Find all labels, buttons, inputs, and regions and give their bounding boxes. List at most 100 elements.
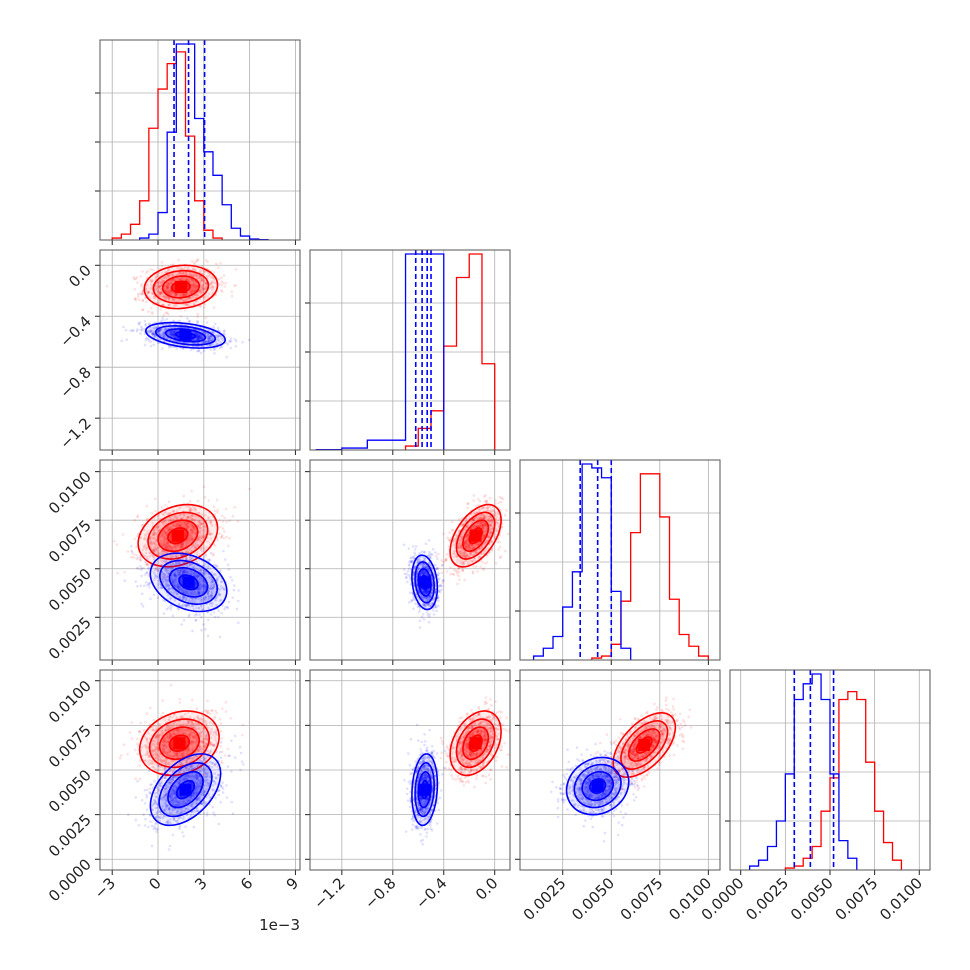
sample-point: [167, 323, 170, 326]
sample-point: [159, 292, 163, 295]
sample-point: [197, 335, 200, 338]
sample-point: [184, 299, 187, 302]
sample-point: [162, 334, 165, 337]
sample-point: [226, 605, 229, 609]
sample-point: [166, 281, 170, 285]
sample-point: [182, 271, 186, 275]
sample-point: [207, 337, 210, 341]
sample-point: [191, 278, 194, 282]
sample-point: [191, 338, 195, 342]
sample-point: [193, 289, 197, 292]
sample-point: [418, 610, 421, 614]
sample-point: [166, 286, 169, 290]
sample-point: [168, 512, 171, 515]
sample-point: [177, 277, 180, 281]
sample-point: [199, 279, 202, 282]
sample-point: [220, 535, 223, 538]
sample-point: [158, 281, 162, 284]
sample-point: [208, 336, 212, 340]
sample-point: [210, 285, 214, 288]
sample-point: [170, 291, 173, 295]
sample-point: [135, 276, 139, 279]
sample-point: [200, 288, 204, 292]
sample-point: [185, 303, 188, 307]
sample-point: [185, 527, 189, 530]
sample-point: [428, 550, 431, 554]
sample-point: [159, 287, 162, 291]
sample-point: [197, 338, 200, 341]
sample-point: [170, 333, 174, 337]
sample-point: [220, 280, 224, 283]
sample-point: [154, 275, 158, 279]
sample-point: [195, 334, 199, 337]
sample-point: [120, 339, 123, 343]
sample-point: [207, 529, 211, 533]
sample-point: [171, 614, 175, 617]
sample-point: [172, 278, 176, 281]
sample-point: [456, 572, 459, 576]
sample-point: [181, 347, 185, 350]
sample-point: [197, 337, 200, 341]
sample-point: [132, 276, 136, 279]
sample-point: [205, 285, 208, 289]
sample-point: [175, 525, 178, 528]
sample-point: [167, 290, 170, 294]
sample-point: [164, 311, 168, 315]
sample-point: [165, 571, 169, 574]
sample-point: [179, 513, 182, 516]
sample-point: [248, 487, 251, 491]
sample-point: [170, 331, 173, 334]
sample-point: [141, 290, 145, 294]
sample-point: [189, 348, 193, 352]
sample-point: [184, 292, 188, 296]
sample-point: [203, 270, 207, 274]
sample-point: [216, 511, 219, 514]
histogram-p0: [95, 39, 301, 245]
panel-frame: [519, 459, 721, 661]
sample-point: [170, 332, 173, 336]
sample-point: [168, 526, 172, 529]
sample-point: [145, 336, 148, 340]
sample-point: [145, 562, 149, 565]
sample-point: [481, 560, 484, 564]
sample-point: [172, 334, 175, 337]
sample-point: [225, 355, 228, 359]
sample-point: [193, 284, 196, 288]
sample-point: [141, 308, 145, 311]
sample-point: [169, 280, 173, 283]
sample-point: [144, 288, 148, 291]
sample-point: [233, 338, 237, 341]
sample-point: [166, 287, 169, 291]
sample-point: [198, 277, 201, 280]
sample-point: [139, 559, 142, 562]
sample-point: [222, 536, 226, 540]
sample-point: [199, 269, 202, 272]
sample-point: [149, 306, 153, 310]
sample-point: [157, 514, 160, 517]
sample-point: [155, 549, 158, 552]
sample-point: [133, 518, 137, 522]
sample-point: [157, 301, 160, 305]
sample-point: [209, 338, 212, 342]
sample-point: [504, 549, 507, 553]
sample-point: [192, 285, 195, 289]
sample-point: [197, 336, 200, 340]
sample-point: [159, 290, 162, 294]
sample-point: [146, 270, 149, 273]
sample-point: [195, 287, 198, 290]
sample-point: [174, 329, 177, 333]
sample-point: [211, 338, 215, 341]
sample-point: [204, 340, 208, 343]
sample-point: [193, 285, 196, 288]
sample-point: [194, 268, 197, 272]
sample-point: [193, 543, 197, 547]
sample-point: [180, 277, 183, 281]
sample-point: [161, 292, 164, 296]
sample-point: [149, 541, 152, 544]
sample-point: [156, 287, 159, 291]
sample-point: [171, 298, 175, 301]
sample-point: [152, 343, 156, 347]
sample-point: [185, 271, 188, 275]
sample-point: [190, 290, 193, 294]
sample-point: [141, 308, 144, 312]
